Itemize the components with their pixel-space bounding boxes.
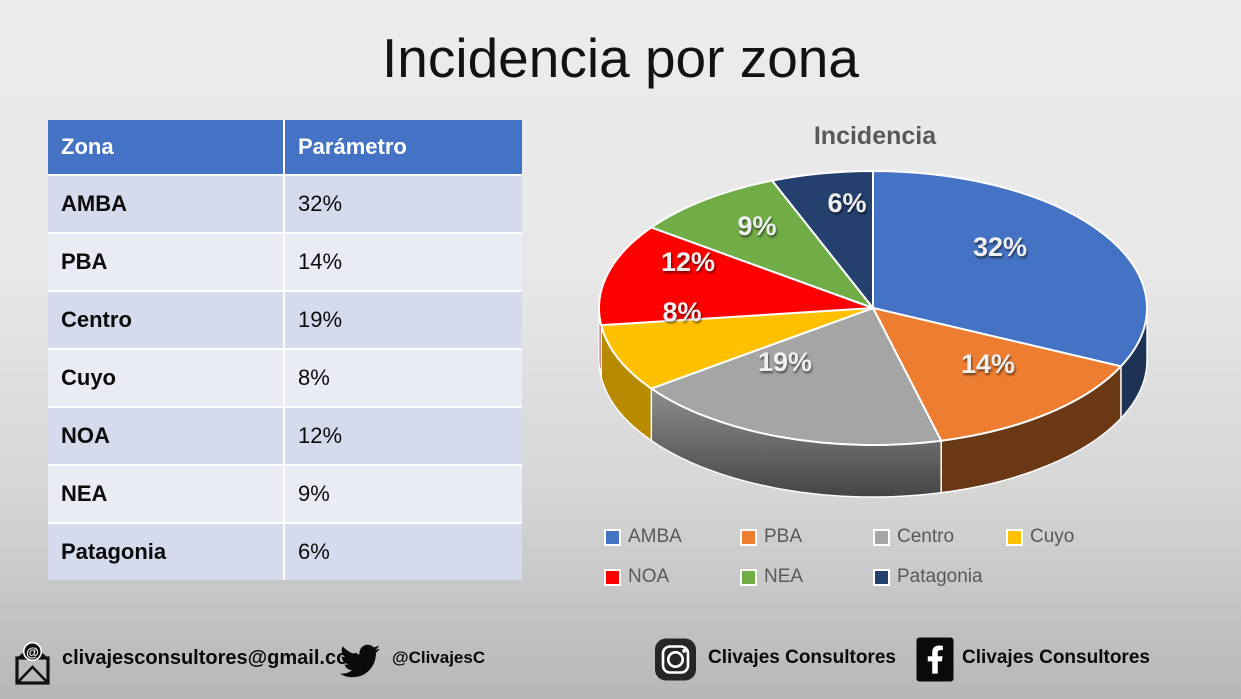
twitter-icon [340,644,380,678]
zone-cell: PBA [48,232,285,290]
zone-cell: Cuyo [48,348,285,406]
table-row: AMBA 32% [48,174,523,232]
facebook-icon [916,637,954,682]
footer: @ clivajesconsultores@gmail.com @Clivaje… [0,628,1241,699]
pie-data-label-amba: 32% [973,232,1027,262]
twitter-handle-text: @ClivajesC [392,648,486,667]
legend-swatch [873,568,890,586]
pie-slice-nea [650,179,874,309]
legend-label: AMBA [628,526,682,547]
table-row: Patagonia 6% [48,522,523,580]
legend-item-centro: Centro [873,517,1006,557]
email-icon: @ [15,641,50,685]
legend-item-pba: PBA [740,517,873,557]
pie-slice-noa [598,226,874,327]
table-row: NEA 9% [48,464,523,522]
legend-swatch [873,528,890,546]
instagram-name-text: Clivajes Consultores [708,647,896,668]
legend-item-patagonia: Patagonia [873,557,1006,597]
pie-data-label-cuyo: 8% [662,297,701,327]
legend-item-nea: NEA [740,557,873,597]
legend-swatch [604,528,621,546]
value-cell: 14% [285,232,522,290]
legend-label: PBA [764,526,803,547]
legend-label: Patagonia [897,566,983,587]
legend-label: Centro [897,526,955,547]
chart-title: Incidencia [813,122,937,150]
svg-text:@: @ [26,644,39,659]
email-text: clivajesconsultores@gmail.com [62,646,367,669]
legend-label: NEA [764,566,804,587]
zone-cell: Patagonia [48,522,285,580]
legend-swatch [740,568,757,586]
pie-data-label-pba: 14% [961,349,1015,379]
pie-slice-centro [650,307,943,446]
legend-item-noa: NOA [604,557,740,597]
zone-cell: AMBA [48,174,285,232]
value-cell: 9% [285,464,522,522]
zone-cell: NEA [48,464,285,522]
chart-legend: AMBA PBA Centro Cuyo NOA NEA Patagonia [604,517,1184,597]
pie-slice-amba [872,170,1148,368]
table-row: Cuyo 8% [48,348,523,406]
legend-item-amba: AMBA [604,517,740,557]
value-cell: 12% [285,406,522,464]
value-cell: 6% [285,522,522,580]
pie-data-label-nea: 9% [737,211,776,241]
table-body: AMBA 32% PBA 14% Centro 19% Cuyo 8% NOA 12% NEA 9% P… [48,174,523,580]
zone-table: Zona Parámetro AMBA 32% PBA 14% Centro 19% Cuy… [48,120,523,580]
pie-slice-cuyo [600,307,874,390]
value-cell: 32% [285,174,522,232]
legend-item-cuyo: Cuyo [1006,517,1156,557]
table-header-row: Zona Parámetro [48,120,523,174]
pie-chart: 32% 14% 19% 8% 12% 9% 6% [598,170,1148,498]
table-row: PBA 14% [48,232,523,290]
pie-data-label-centro: 19% [758,347,812,377]
table-row: NOA 12% [48,406,523,464]
facebook-name-text: Clivajes Consultores [962,647,1150,668]
value-cell: 8% [285,348,522,406]
instagram-icon [655,638,696,681]
legend-swatch [740,528,757,546]
table-header-parametro: Parámetro [285,120,522,174]
value-cell: 19% [285,290,522,348]
pie-slice-pba [872,307,1122,442]
legend-swatch [1006,528,1023,546]
legend-swatch [604,568,621,586]
page-title: Incidencia por zona [382,27,859,89]
pie-data-label-noa: 12% [661,247,715,277]
table-header-zona: Zona [48,120,285,174]
legend-label: NOA [628,566,670,587]
zone-cell: Centro [48,290,285,348]
pie-slice-patagonia [771,170,874,309]
legend-label: Cuyo [1030,526,1075,547]
pie-data-label-patagonia: 6% [827,188,866,218]
table-row: Centro 19% [48,290,523,348]
zone-cell: NOA [48,406,285,464]
